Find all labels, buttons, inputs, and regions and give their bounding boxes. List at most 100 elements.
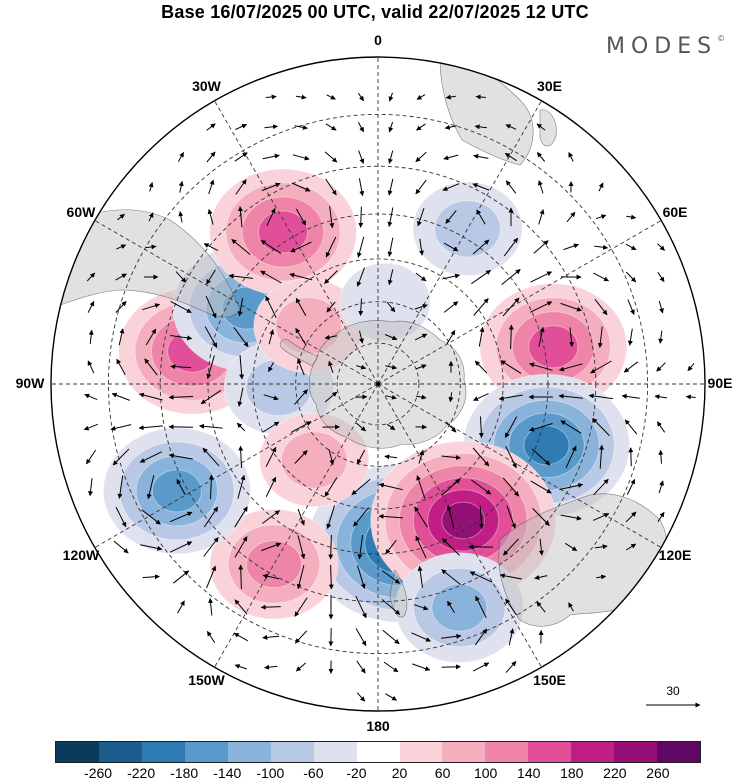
wind-vector [263,394,279,401]
wind-vector [538,326,545,347]
wind-vector [478,416,484,438]
wind-vector [115,506,127,528]
wind-vector [358,330,364,344]
wind-vector [268,362,274,373]
wind-vector [177,151,185,162]
wind-vector [502,297,520,317]
wind-vector [292,154,310,161]
wind-vector [508,628,515,646]
wind-vector [472,239,490,255]
anomaly-contour [151,469,202,513]
wind-vector [208,598,214,616]
anomaly-contour [431,583,488,632]
wind-vector [294,597,308,617]
wind-vector [563,243,579,251]
meridian-line [377,383,662,548]
wind-vector [326,301,336,313]
colorbar-tick-label: -140 [213,765,242,781]
wind-vector [472,447,490,467]
wind-vector [294,124,308,130]
wind-vector [624,419,638,435]
wind-vector [177,600,185,614]
wind-vector [479,505,485,529]
wind-vector [441,633,462,639]
wind-vector [328,564,334,590]
longitude-label: 30E [537,77,562,94]
wind-vector [237,387,244,407]
wind-vector [476,209,486,225]
wind-vector [353,507,369,527]
wind-vector [88,478,93,497]
wind-vector [474,360,488,374]
wind-vector [168,453,193,460]
anomaly-center-3 [102,427,251,555]
wind-vector [208,179,215,195]
wind-vector [382,629,400,645]
wind-vector [504,152,517,162]
wind-vector [289,272,313,281]
wind-vector [233,327,249,348]
wind-vector [445,94,456,100]
wind-vector [538,209,545,225]
latitude-circle [336,342,420,426]
wind-vector [443,154,459,161]
wind-vector [475,94,486,100]
wind-vector [148,212,154,222]
wind-vector [415,364,427,370]
wind-vector [239,354,245,380]
meridian-line [94,383,379,548]
wind-vector [200,389,222,405]
wind-vector [116,244,127,250]
wind-vector [116,358,126,376]
wind-vector [442,538,460,556]
wind-vector [447,600,455,614]
wind-vector [417,207,425,227]
wind-vector [262,510,280,524]
wind-vector [415,394,427,400]
wind-vector [445,210,457,224]
wind-vector [386,301,396,313]
wind-vector [657,272,665,283]
wind-vector [593,272,609,282]
wind-vector [355,595,367,619]
wind-vector [560,302,582,312]
wind-vector [594,298,608,316]
wind-vector [441,478,461,496]
wind-vector [500,360,522,374]
wind-vector [294,389,308,405]
colorbar-segment [528,742,572,762]
wind-vector [324,270,338,284]
colorbar-segment [313,742,357,762]
wind-vector [265,295,277,319]
wind-vector [235,124,248,130]
wind-vector [534,574,548,580]
wind-vector [414,303,428,310]
wind-vectors [83,92,696,702]
wind-vector [559,482,584,490]
wind-vector [237,206,243,228]
wind-vector [206,123,216,131]
wind-vector [503,237,519,257]
wind-vector [234,599,248,615]
wind-vector [238,564,244,590]
wind-vector [144,358,158,376]
wind-vector [416,475,426,499]
wind-vector [170,335,193,341]
wind-vector [565,445,577,469]
colorbar-segment [141,742,185,762]
wind-vector [687,362,695,372]
anomaly-center-2 [209,508,339,620]
wind-vector [115,273,127,281]
wind-vector [142,303,161,311]
colorbar-segment [657,742,701,762]
wind-vector [234,536,248,558]
wind-vector [387,237,394,257]
wind-vector [356,422,366,432]
longitude-label: 90E [707,375,733,391]
wind-vector [505,124,517,130]
wind-vector [417,565,423,588]
wind-vector [415,535,427,559]
wind-vector [503,538,519,556]
wind-vector [657,511,665,522]
wind-vector [204,326,218,348]
